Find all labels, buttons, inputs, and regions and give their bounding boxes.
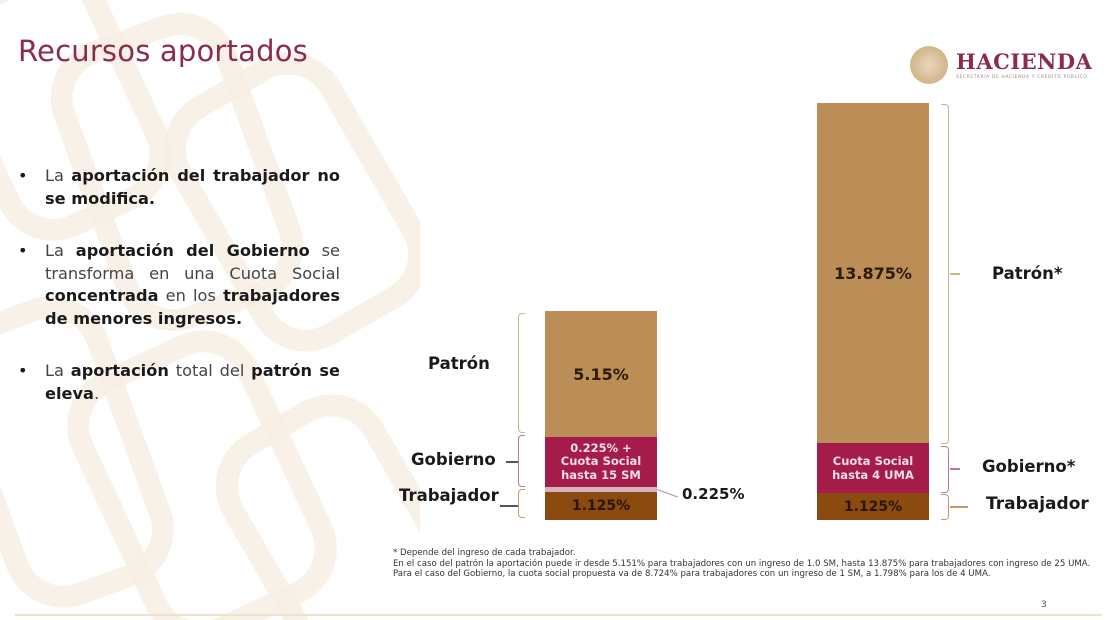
patron-brace [941,104,949,444]
bullet-list: La aportación del trabajador no se modif… [18,165,340,425]
trabajador-leader [950,506,968,508]
label-trabajador: Trabajador [399,486,499,505]
patron-segment: 5.15% [545,311,657,437]
label-patron-star: Patrón* [992,264,1063,283]
label-trabajador: Trabajador [986,494,1089,514]
gobierno-segment: Cuota Social hasta 4 UMA [817,443,929,493]
national-seal-icon [910,46,948,84]
trabajador-segment: 1.125% [545,492,657,520]
label-patron: Patrón [428,354,490,373]
current-contributions-bar: 5.15% 0.225% + Cuota Social hasta 15 SM … [545,311,657,520]
gobierno-leader-line [506,461,518,463]
bullet-item: La aportación total del patrón se eleva. [18,360,340,405]
gobierno-brace [518,435,525,487]
hacienda-logo: HACIENDA SECRETARÍA DE HACIENDA Y CRÉDIT… [910,46,1092,84]
bullet-item: La aportación del trabajador no se modif… [18,165,340,210]
label-gobierno: Gobierno [411,450,496,469]
logo-name: HACIENDA [956,48,1093,74]
page-number: 3 [1041,600,1047,610]
gobierno-segment: 0.225% + Cuota Social hasta 15 SM [545,437,657,487]
logo-subtitle: SECRETARÍA DE HACIENDA Y CRÉDITO PÚBLICO [956,74,1088,80]
gobierno-brace [941,446,949,493]
gobierno-sub-callout: 0.225% [682,485,745,503]
bullet-item: La aportación del Gobierno se transforma… [18,240,340,330]
trabajador-brace [941,494,949,520]
footnote: * Depende del ingreso de cada trabajador… [393,548,1091,580]
trabajador-segment: 1.125% [817,493,929,520]
trabajador-brace [518,489,525,518]
label-gobierno-star: Gobierno* [982,457,1076,476]
proposed-contributions-bar: 13.875% Cuota Social hasta 4 UMA 1.125% [817,103,929,520]
patron-segment: 13.875% [817,103,929,443]
footer-divider [15,614,1102,616]
slide-title: Recursos aportados [18,34,308,68]
patron-brace [518,313,525,433]
trabajador-leader-line [500,505,518,507]
patron-leader [950,273,960,275]
callout-line [656,489,678,498]
gobierno-leader [950,468,960,470]
gobierno-subsegment [545,487,657,492]
